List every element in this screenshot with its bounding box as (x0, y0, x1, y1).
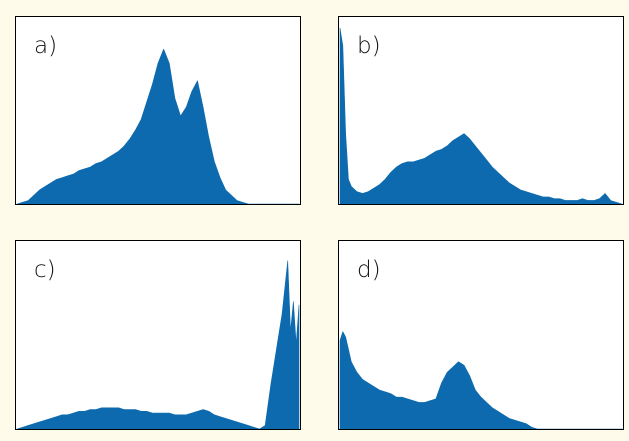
histogram-c-area (16, 260, 300, 430)
panel-d-frame (338, 240, 624, 430)
panel-b-frame (338, 16, 624, 205)
panel-d-label: d) (357, 257, 381, 283)
panel-c-label: c) (34, 257, 56, 283)
histogram-b-area (339, 27, 623, 205)
panel-b-label: b) (357, 33, 381, 59)
panel-c-background (15, 240, 301, 430)
panel-d: d) (338, 240, 624, 430)
panel-a-label: a) (34, 33, 57, 59)
panel-a-frame (15, 16, 301, 205)
panel-c-frame (15, 240, 301, 430)
panel-b: b) (338, 16, 624, 205)
panel-c: c) (15, 240, 301, 430)
panel-a: a) (15, 16, 301, 205)
